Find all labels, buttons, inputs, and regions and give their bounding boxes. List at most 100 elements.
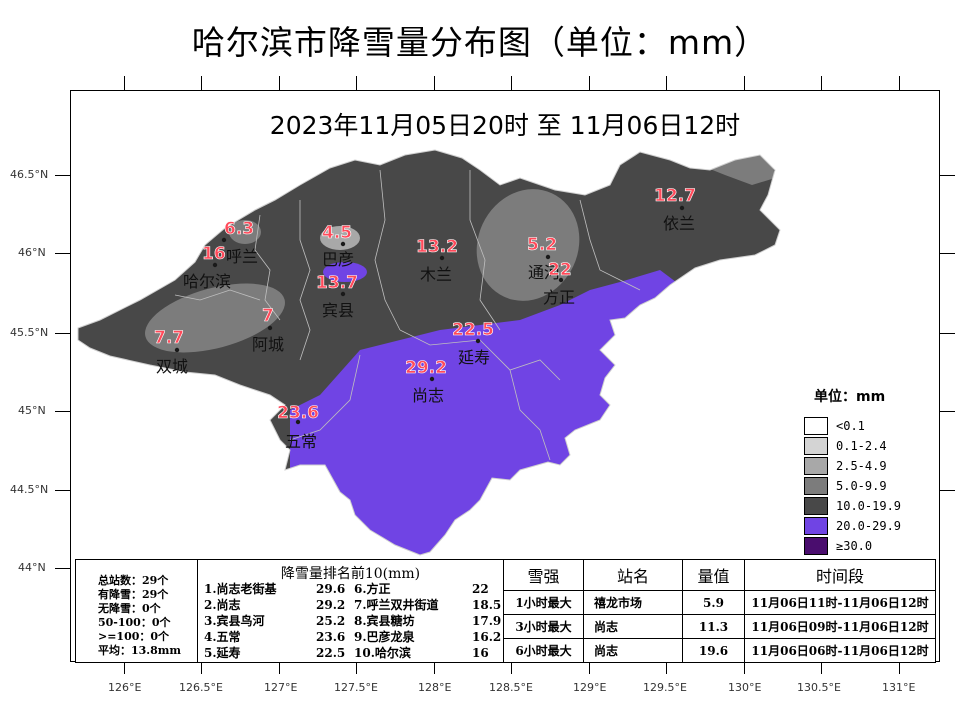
lat-tick [55, 411, 70, 412]
table-cell-period: 11月06日06时-11月06日12时 [751, 644, 929, 658]
rank-value: 25.2 [316, 614, 346, 628]
legend-item: <0.1 [804, 416, 934, 436]
stat-no-snow: 无降雪：0个 [98, 602, 161, 615]
lon-tick [899, 76, 900, 90]
value-label-shuangcheng: 7.7 [154, 328, 184, 348]
value-label-hulan: 6.3 [224, 219, 254, 239]
value-label-wuchang: 23.6 [277, 403, 319, 423]
shade-5-9.9-west [145, 283, 285, 353]
lat-label: 44.5°N [10, 483, 49, 496]
table-cell-station: 尚志 [584, 615, 683, 639]
station-dot-yilan [679, 205, 685, 211]
boundary [509, 369, 551, 461]
stat-50-100: 50-100：0个 [98, 616, 171, 629]
lon-tick [821, 662, 822, 674]
lon-label: 127°E [264, 681, 298, 694]
rank-value: 16.2 [472, 630, 502, 644]
lat-tick [55, 490, 70, 491]
shade-5-9.9-hulan [229, 220, 261, 244]
lat-tick [55, 568, 70, 569]
station-dot-shangzhi [429, 376, 435, 382]
lat-tick [55, 333, 70, 334]
lon-tick [434, 76, 435, 90]
county-label-fangzheng: 方正 [543, 288, 575, 307]
lon-tick [124, 662, 125, 674]
rank-name: 5.延寿 [204, 646, 241, 660]
legend-label: 10.0-19.9 [836, 499, 902, 513]
legend-swatch [804, 437, 828, 455]
legend-item: 10.0-19.9 [804, 496, 934, 516]
table-header: 时间段 [745, 560, 935, 591]
table-cell-type: 6小时最大 [504, 639, 584, 662]
rank-name: 6.方正 [354, 582, 391, 596]
rank-name: 4.五常 [204, 630, 241, 644]
lon-tick [744, 76, 745, 90]
county-label-yanshou: 延寿 [458, 348, 490, 367]
boundary [299, 200, 311, 361]
rank-value: 29.6 [316, 582, 346, 596]
lon-label: 130.5°E [797, 681, 841, 694]
legend-swatch [804, 517, 828, 535]
legend-item: ≥30.0 [804, 536, 934, 556]
lon-tick [511, 662, 512, 674]
station-dot-yanshou [475, 338, 481, 344]
table-cell-station: 尚志 [584, 639, 683, 662]
rank-name: 1.尚志老街基 [204, 582, 277, 596]
lon-tick [124, 76, 125, 90]
lat-tick [940, 411, 955, 412]
table-cell-station: 禧龙市场 [584, 591, 683, 615]
shade-5-9.9-tonghe [476, 189, 580, 301]
county-label-hulan: 呼兰 [226, 247, 258, 266]
legend-swatch [804, 457, 828, 475]
lon-tick [279, 76, 280, 90]
county-label-binxian: 宾县 [322, 301, 354, 320]
value-label-fangzheng: 22 [548, 260, 572, 280]
lat-label: 45°N [18, 404, 46, 417]
lat-tick [940, 253, 955, 254]
rank-name: 7.呼兰双井街道 [354, 598, 439, 612]
legend-label: 5.0-9.9 [836, 479, 887, 493]
lon-label: 128°E [418, 681, 452, 694]
value-label-harbin: 16 [202, 244, 226, 264]
county-label-acheng: 阿城 [252, 335, 284, 354]
value-label-yilan: 12.7 [654, 186, 696, 206]
value-label-shangzhi: 29.2 [405, 358, 447, 378]
lon-tick [356, 662, 357, 674]
lon-tick [589, 76, 590, 90]
lon-tick [744, 662, 745, 674]
legend-label: 20.0-29.9 [836, 519, 902, 533]
lon-label: 128.5°E [489, 681, 533, 694]
lon-label: 129°E [573, 681, 607, 694]
value-label-tonghe: 5.2 [527, 235, 557, 255]
info-panel: 总站数：29个 有降雪：29个 无降雪：0个 50-100：0个 >=100：0… [75, 559, 936, 663]
lon-tick [666, 76, 667, 90]
county-label-mulan: 木兰 [420, 265, 452, 284]
legend: 单位：mm <0.1 0.1-2.4 2.5-4.9 5.0-9.9 10.0-… [804, 386, 934, 556]
rank-name: 10.哈尔滨 [354, 646, 411, 660]
rank-name: 2.尚志 [204, 598, 241, 612]
rank-value: 22 [472, 582, 489, 596]
station-dot-acheng [267, 325, 273, 331]
boundary [174, 289, 261, 301]
boundary [469, 170, 501, 331]
lon-label: 126.5°E [179, 681, 223, 694]
legend-swatch [804, 417, 828, 435]
lon-label: 131°E [882, 681, 916, 694]
lon-tick [589, 662, 590, 674]
stat-with-snow: 有降雪：29个 [98, 588, 169, 601]
station-dot-shuangcheng [174, 347, 180, 353]
station-dot-tonghe [545, 254, 551, 260]
map-title: 哈尔滨市降雪量分布图（单位：mm） [191, 23, 769, 62]
legend-label: 0.1-2.4 [836, 439, 887, 453]
value-label-acheng: 7 [262, 306, 274, 326]
stat-average: 平均：13.8mm [98, 644, 182, 657]
table-cell-period: 11月06日11时-11月06日12时 [745, 591, 935, 615]
time-range-subtitle: 2023年11月05日20时 至 11月06日12时 [269, 111, 741, 140]
lon-label: 129.5°E [643, 681, 687, 694]
station-dot-bayan [340, 241, 346, 247]
stat-total: 总站数：29个 [98, 574, 169, 587]
lon-tick [356, 76, 357, 90]
rank-name: 9.巴彦龙泉 [354, 630, 415, 644]
lon-tick [201, 76, 202, 90]
legend-item: 0.1-2.4 [804, 436, 934, 456]
